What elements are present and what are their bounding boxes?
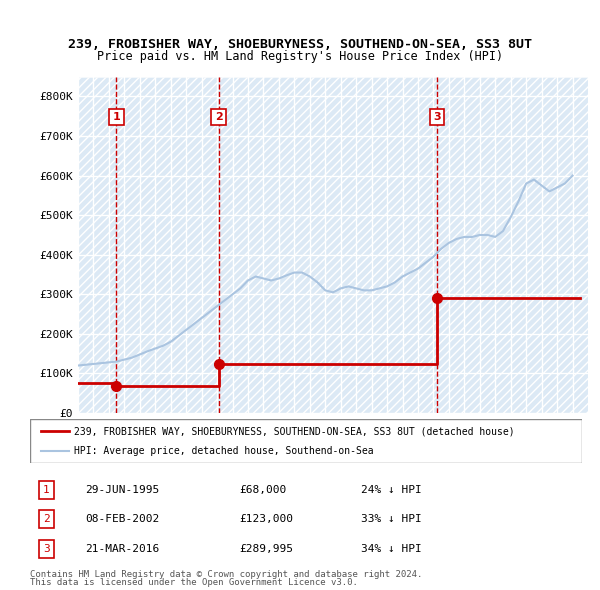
Text: 2: 2: [215, 112, 223, 122]
Text: HPI: Average price, detached house, Southend-on-Sea: HPI: Average price, detached house, Sout…: [74, 446, 374, 455]
Text: 24% ↓ HPI: 24% ↓ HPI: [361, 485, 422, 494]
Text: 08-FEB-2002: 08-FEB-2002: [85, 514, 160, 524]
Text: £289,995: £289,995: [240, 544, 294, 553]
Text: Contains HM Land Registry data © Crown copyright and database right 2024.: Contains HM Land Registry data © Crown c…: [30, 570, 422, 579]
Text: This data is licensed under the Open Government Licence v3.0.: This data is licensed under the Open Gov…: [30, 578, 358, 587]
Text: Price paid vs. HM Land Registry's House Price Index (HPI): Price paid vs. HM Land Registry's House …: [97, 50, 503, 63]
Text: 1: 1: [43, 485, 50, 494]
Text: 21-MAR-2016: 21-MAR-2016: [85, 544, 160, 553]
Text: 239, FROBISHER WAY, SHOEBURYNESS, SOUTHEND-ON-SEA, SS3 8UT (detached house): 239, FROBISHER WAY, SHOEBURYNESS, SOUTHE…: [74, 427, 515, 436]
Text: £123,000: £123,000: [240, 514, 294, 524]
FancyBboxPatch shape: [30, 419, 582, 463]
Text: 239, FROBISHER WAY, SHOEBURYNESS, SOUTHEND-ON-SEA, SS3 8UT: 239, FROBISHER WAY, SHOEBURYNESS, SOUTHE…: [68, 38, 532, 51]
Text: 29-JUN-1995: 29-JUN-1995: [85, 485, 160, 494]
Text: 2: 2: [43, 514, 50, 524]
Text: 33% ↓ HPI: 33% ↓ HPI: [361, 514, 422, 524]
Text: £68,000: £68,000: [240, 485, 287, 494]
Text: 1: 1: [113, 112, 121, 122]
Text: 34% ↓ HPI: 34% ↓ HPI: [361, 544, 422, 553]
Text: 3: 3: [43, 544, 50, 553]
Text: 3: 3: [433, 112, 440, 122]
